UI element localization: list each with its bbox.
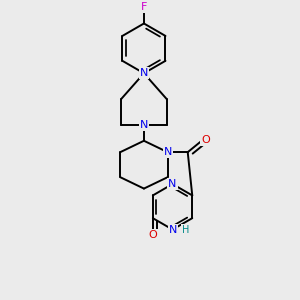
Text: N: N: [164, 147, 172, 157]
Text: H: H: [182, 224, 189, 235]
Text: N: N: [169, 224, 177, 235]
Text: N: N: [140, 120, 148, 130]
Text: N: N: [168, 179, 177, 189]
Text: O: O: [201, 135, 210, 145]
Text: O: O: [148, 230, 157, 240]
Text: N: N: [140, 68, 148, 78]
Text: F: F: [141, 2, 147, 12]
